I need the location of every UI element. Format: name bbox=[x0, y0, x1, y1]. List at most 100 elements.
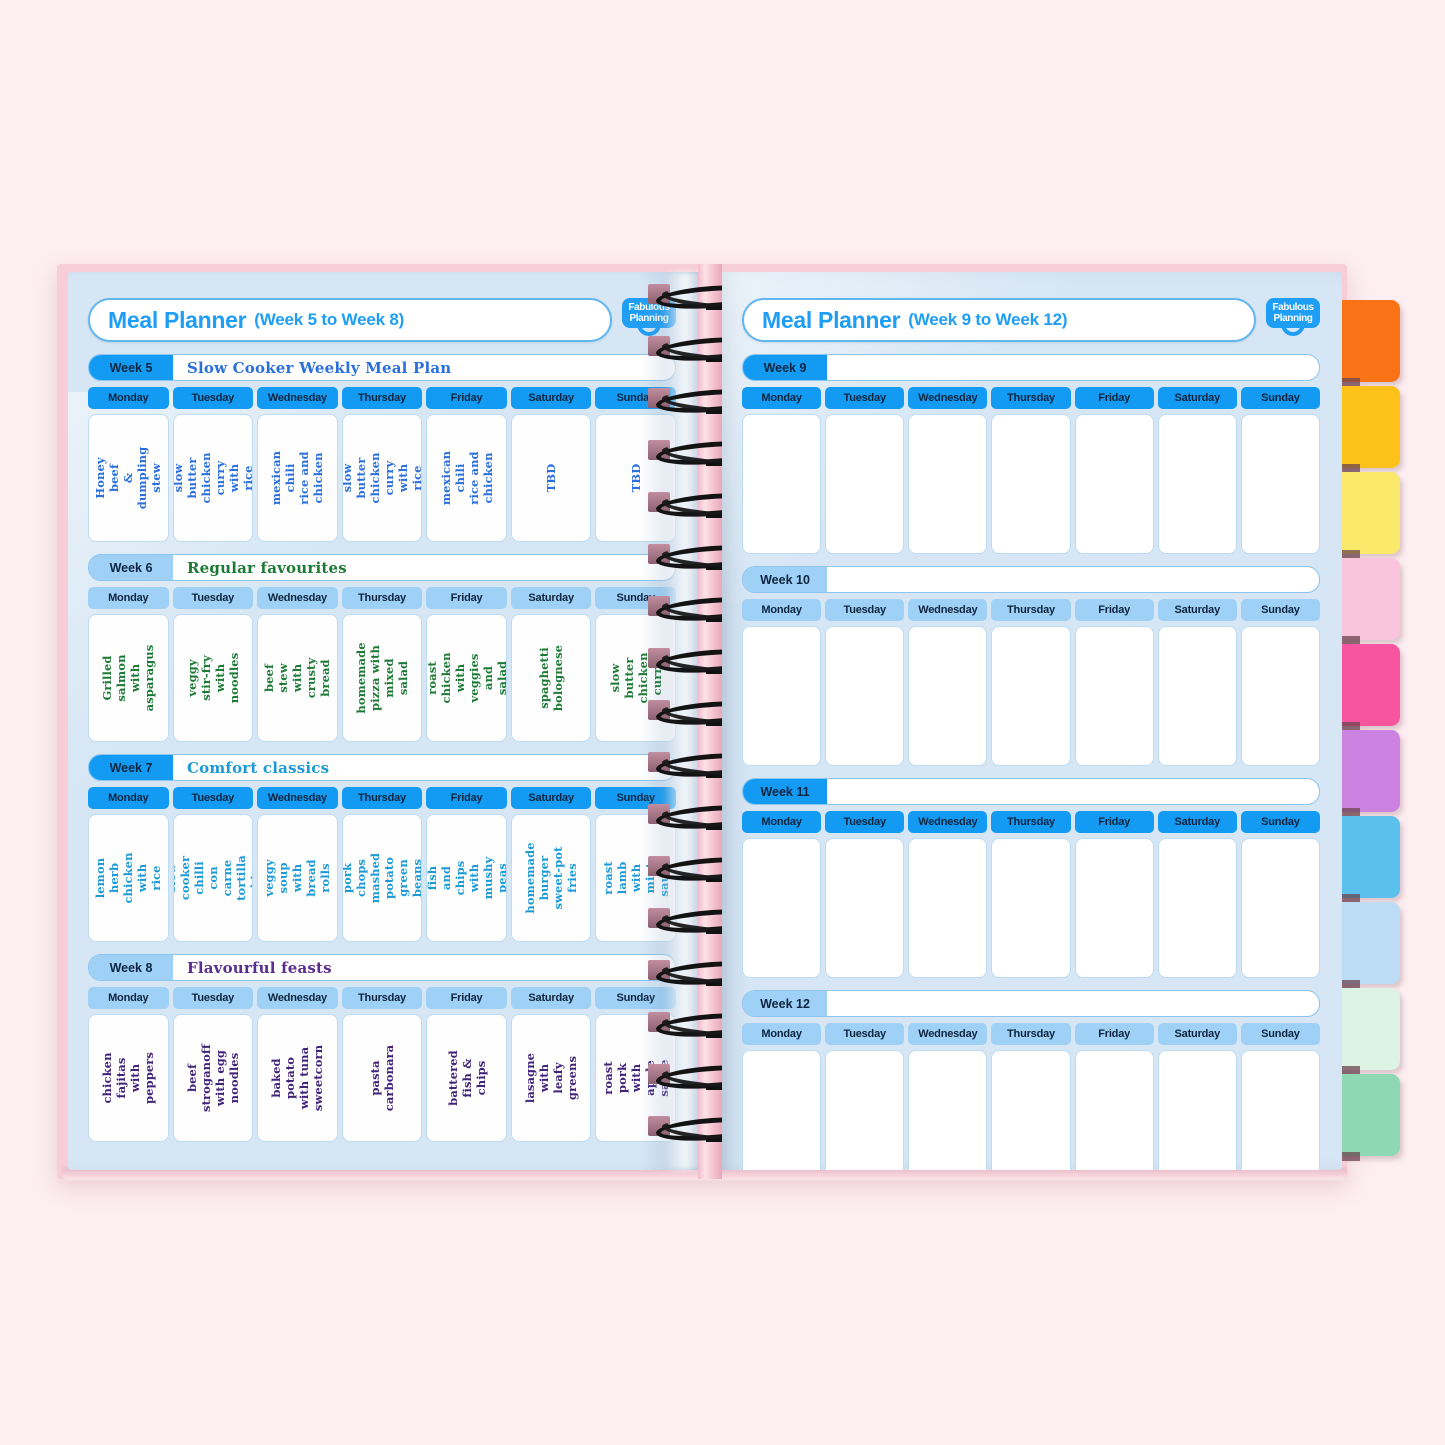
week-block-week-12: Week 12 Monday Tuesday Wednesday Thursday Fri… bbox=[742, 990, 1320, 1170]
day-header-tuesday: Tuesday bbox=[172, 587, 254, 609]
tab-sky-blue[interactable] bbox=[1342, 816, 1400, 898]
meal-cell[interactable]: pork chops mashed potato green beans bbox=[341, 814, 423, 942]
meal-cell[interactable]: spaghetti bolognese bbox=[510, 614, 592, 742]
week-header[interactable]: Week 5 Slow Cooker Weekly Meal Plan bbox=[88, 354, 676, 381]
meal-cell[interactable]: battered fish & chips bbox=[426, 1014, 507, 1142]
meal-cell[interactable]: slow butter chicken curry with rice bbox=[341, 414, 423, 542]
meal-cell[interactable] bbox=[1157, 838, 1237, 978]
week-block-week-11: Week 11 Monday Tuesday Wednesday Thursday Fri… bbox=[742, 778, 1320, 978]
meal-cell[interactable] bbox=[1074, 626, 1154, 766]
meal-cell[interactable] bbox=[908, 626, 988, 766]
tab-hot-pink[interactable] bbox=[1342, 644, 1400, 726]
spiral-tick bbox=[706, 514, 722, 518]
meal-cell[interactable]: beef stew with crusty bread bbox=[257, 614, 338, 742]
week-header[interactable]: Week 11 bbox=[742, 778, 1320, 805]
meal-cell[interactable]: Honey beef & dumpling stew bbox=[88, 414, 169, 542]
tab-yellow[interactable] bbox=[1342, 472, 1400, 554]
meal-cell[interactable] bbox=[1074, 838, 1154, 978]
meal-cell[interactable]: slow butter chicken curry bbox=[595, 614, 676, 742]
meal-cell[interactable] bbox=[991, 626, 1071, 766]
meal-cell[interactable] bbox=[1074, 414, 1154, 554]
meal-cell-row: chicken fajitas with peppers beef strogan… bbox=[88, 1014, 676, 1142]
tab-green[interactable] bbox=[1342, 1074, 1400, 1156]
meal-cell[interactable]: veggy soup with bread rolls bbox=[257, 814, 338, 942]
week-header[interactable]: Week 9 bbox=[742, 354, 1320, 381]
week-theme-input[interactable]: Flavourful feasts bbox=[187, 958, 332, 977]
tab-mint-white[interactable] bbox=[1342, 988, 1400, 1070]
week-header[interactable]: Week 12 bbox=[742, 990, 1320, 1017]
meal-cell[interactable]: chicken fajitas with peppers bbox=[88, 1014, 169, 1142]
meal-cell[interactable]: mexican chili rice and chicken bbox=[257, 414, 338, 542]
week-theme-input[interactable]: Comfort classics bbox=[187, 758, 330, 777]
week-theme-input[interactable] bbox=[827, 355, 1319, 380]
meal-cell[interactable]: mexican chili rice and chicken bbox=[426, 414, 507, 542]
meal-cell[interactable] bbox=[742, 626, 822, 766]
meal-cell[interactable]: Grilled salmon with asparagus bbox=[88, 614, 169, 742]
tab-amber[interactable] bbox=[1342, 386, 1400, 468]
meal-cell[interactable]: veggy stir-fry with noodles bbox=[172, 614, 254, 742]
tab-light-pink[interactable] bbox=[1342, 558, 1400, 640]
meal-text: pork chops mashed potato green beans bbox=[341, 852, 423, 904]
week-header[interactable]: Week 8 Flavourful feasts bbox=[88, 954, 676, 981]
meal-cell[interactable]: TBD bbox=[595, 414, 676, 542]
week-header[interactable]: Week 10 bbox=[742, 566, 1320, 593]
spiral-hole-left bbox=[648, 388, 670, 408]
meal-cell[interactable]: TBD bbox=[510, 414, 592, 542]
meal-text: lasagne with leafy greens bbox=[523, 1052, 580, 1104]
meal-cell[interactable] bbox=[742, 838, 822, 978]
tab-notch bbox=[1342, 808, 1360, 817]
week-theme-input[interactable] bbox=[827, 779, 1319, 804]
meal-cell[interactable]: homemade pizza with mixed salad bbox=[341, 614, 423, 742]
tab-orchid[interactable] bbox=[1342, 730, 1400, 812]
tab-orange[interactable] bbox=[1342, 300, 1400, 382]
meal-cell[interactable] bbox=[1240, 414, 1320, 554]
week-theme-input[interactable] bbox=[827, 991, 1319, 1016]
meal-cell[interactable] bbox=[742, 1050, 822, 1170]
meal-cell[interactable] bbox=[825, 414, 905, 554]
meal-cell[interactable] bbox=[1240, 1050, 1320, 1170]
meal-cell[interactable] bbox=[908, 414, 988, 554]
meal-cell[interactable]: lasagne with leafy greens bbox=[510, 1014, 592, 1142]
week-theme-input[interactable]: Slow Cooker Weekly Meal Plan bbox=[187, 358, 452, 377]
meal-cell[interactable]: roast chicken with veggies and salad bbox=[426, 614, 507, 742]
spiral-hole-left bbox=[648, 1116, 670, 1136]
meal-cell[interactable] bbox=[1240, 626, 1320, 766]
day-header-saturday: Saturday bbox=[510, 787, 592, 809]
meal-cell[interactable] bbox=[825, 626, 905, 766]
week-header[interactable]: Week 6 Regular favourites bbox=[88, 554, 676, 581]
meal-cell[interactable] bbox=[991, 414, 1071, 554]
right-title-pill[interactable]: Meal Planner (Week 9 to Week 12) bbox=[742, 298, 1256, 342]
meal-cell[interactable] bbox=[1240, 838, 1320, 978]
spiral-tick bbox=[706, 930, 722, 934]
meal-text: Honey beef & dumpling stew bbox=[93, 446, 164, 510]
meal-cell[interactable] bbox=[1157, 626, 1237, 766]
week-theme-input[interactable] bbox=[827, 567, 1319, 592]
meal-cell[interactable] bbox=[908, 1050, 988, 1170]
meal-cell[interactable] bbox=[1074, 1050, 1154, 1170]
day-header-friday: Friday bbox=[1074, 1023, 1154, 1045]
meal-cell[interactable]: fish and chips with mushy peas bbox=[426, 814, 507, 942]
meal-cell[interactable]: slow cooker chilli con carne tortilla ch… bbox=[172, 814, 254, 942]
day-header-saturday: Saturday bbox=[510, 587, 592, 609]
week-header[interactable]: Week 7 Comfort classics bbox=[88, 754, 676, 781]
meal-cell[interactable]: lemon herb chicken with rice bbox=[88, 814, 169, 942]
meal-cell[interactable] bbox=[825, 838, 905, 978]
meal-cell[interactable] bbox=[991, 1050, 1071, 1170]
meal-text: slow cooker chilli con carne tortilla ch… bbox=[172, 855, 254, 901]
meal-cell[interactable] bbox=[1157, 414, 1237, 554]
meal-cell[interactable]: pasta carbonara bbox=[341, 1014, 423, 1142]
meal-cell[interactable] bbox=[908, 838, 988, 978]
meal-cell[interactable]: beef stroganoff with egg noodles bbox=[172, 1014, 254, 1142]
meal-cell[interactable] bbox=[991, 838, 1071, 978]
week-label: Week 12 bbox=[743, 991, 827, 1016]
meal-cell[interactable] bbox=[1157, 1050, 1237, 1170]
meal-cell[interactable]: homemade burger sweet-pot fries bbox=[510, 814, 592, 942]
meal-cell[interactable] bbox=[825, 1050, 905, 1170]
tab-light-blue[interactable] bbox=[1342, 902, 1400, 984]
meal-cell[interactable]: slow butter chicken curry with rice bbox=[172, 414, 254, 542]
meal-cell[interactable] bbox=[742, 414, 822, 554]
left-title-pill[interactable]: Meal Planner (Week 5 to Week 8) bbox=[88, 298, 612, 342]
meal-cell[interactable]: baked potato with tuna sweetcorn bbox=[257, 1014, 338, 1142]
week-theme-input[interactable]: Regular favourites bbox=[187, 558, 347, 577]
week-block-week-6: Week 6 Regular favourites Monday Tuesday Wed… bbox=[88, 554, 676, 742]
